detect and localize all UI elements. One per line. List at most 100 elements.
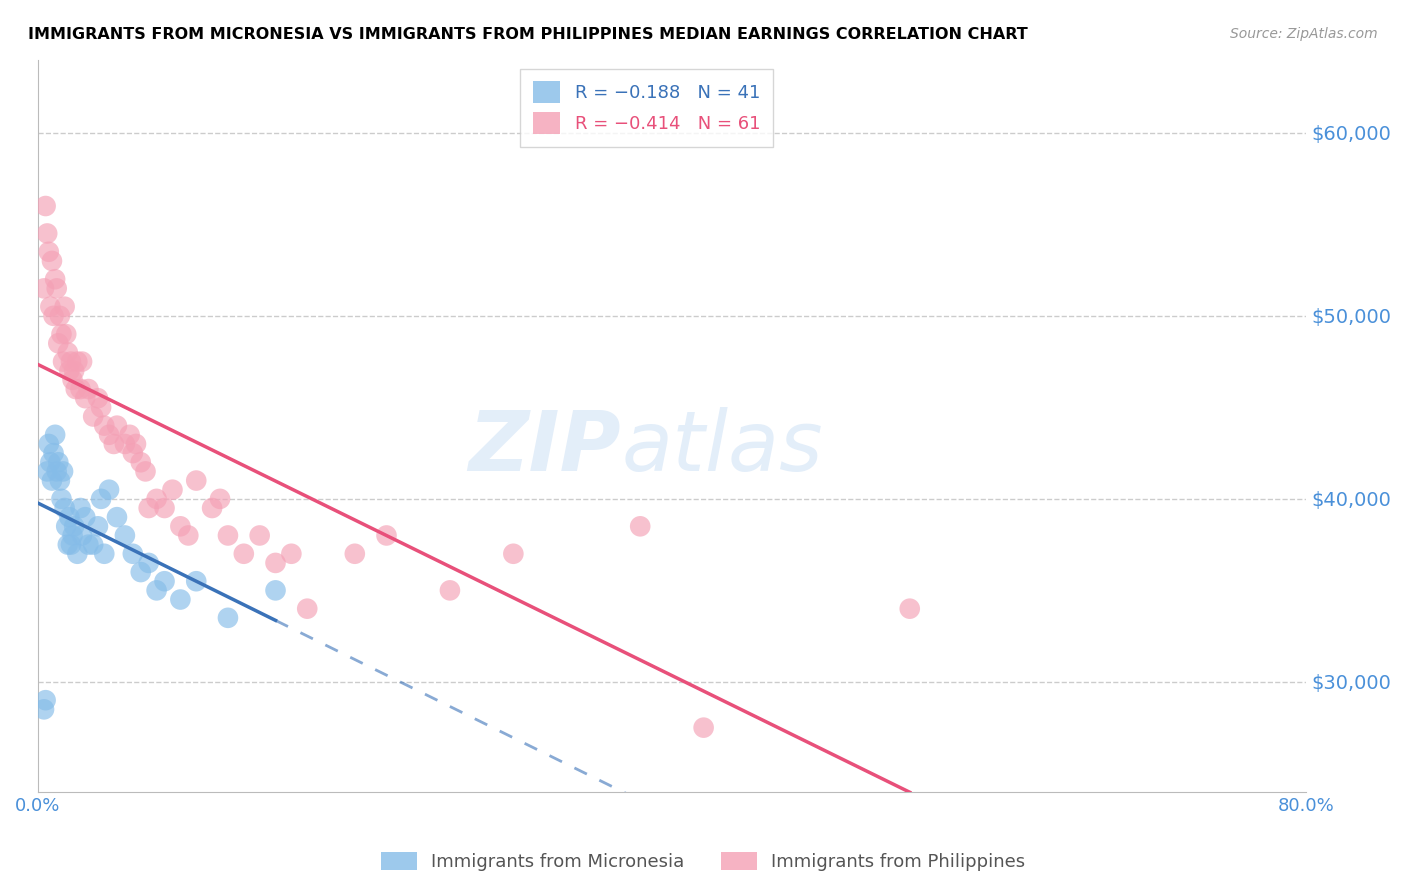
Point xyxy=(145,491,167,506)
Point xyxy=(58,364,80,378)
Point xyxy=(62,373,84,387)
Point xyxy=(75,391,97,405)
Point xyxy=(52,464,75,478)
Point xyxy=(169,592,191,607)
Point xyxy=(37,464,59,478)
Point xyxy=(343,547,366,561)
Point xyxy=(69,382,91,396)
Point xyxy=(56,538,79,552)
Point xyxy=(69,501,91,516)
Point xyxy=(45,281,67,295)
Point xyxy=(41,474,63,488)
Point xyxy=(87,391,110,405)
Point xyxy=(75,510,97,524)
Point xyxy=(32,281,55,295)
Point xyxy=(121,547,143,561)
Legend: Immigrants from Micronesia, Immigrants from Philippines: Immigrants from Micronesia, Immigrants f… xyxy=(374,845,1032,879)
Point xyxy=(129,455,152,469)
Point xyxy=(118,427,141,442)
Point xyxy=(56,345,79,359)
Point xyxy=(186,474,208,488)
Point xyxy=(44,272,66,286)
Point xyxy=(208,491,231,506)
Point xyxy=(280,547,302,561)
Point xyxy=(52,354,75,368)
Point xyxy=(42,309,65,323)
Point xyxy=(125,437,148,451)
Point xyxy=(90,401,112,415)
Legend: R = −0.188   N = 41, R = −0.414   N = 61: R = −0.188 N = 41, R = −0.414 N = 61 xyxy=(520,69,773,147)
Point xyxy=(70,528,93,542)
Point xyxy=(66,354,89,368)
Point xyxy=(53,300,76,314)
Point xyxy=(502,547,524,561)
Text: Source: ZipAtlas.com: Source: ZipAtlas.com xyxy=(1230,27,1378,41)
Point xyxy=(134,464,156,478)
Point xyxy=(232,547,254,561)
Point xyxy=(121,446,143,460)
Point xyxy=(87,519,110,533)
Point xyxy=(93,418,115,433)
Point xyxy=(439,583,461,598)
Point xyxy=(38,437,60,451)
Point xyxy=(217,528,239,542)
Point xyxy=(39,300,62,314)
Point xyxy=(59,354,82,368)
Text: atlas: atlas xyxy=(621,407,823,488)
Point xyxy=(49,474,72,488)
Point xyxy=(65,382,87,396)
Point xyxy=(44,427,66,442)
Point xyxy=(37,227,59,241)
Point xyxy=(51,327,73,342)
Point xyxy=(169,519,191,533)
Point xyxy=(103,437,125,451)
Point xyxy=(264,556,287,570)
Point xyxy=(46,455,69,469)
Point xyxy=(58,510,80,524)
Point xyxy=(77,538,100,552)
Point xyxy=(145,583,167,598)
Point xyxy=(42,446,65,460)
Point xyxy=(82,538,104,552)
Point xyxy=(41,254,63,268)
Point xyxy=(186,574,208,589)
Text: IMMIGRANTS FROM MICRONESIA VS IMMIGRANTS FROM PHILIPPINES MEDIAN EARNINGS CORREL: IMMIGRANTS FROM MICRONESIA VS IMMIGRANTS… xyxy=(28,27,1028,42)
Point xyxy=(59,538,82,552)
Point xyxy=(264,583,287,598)
Point xyxy=(38,244,60,259)
Point xyxy=(51,491,73,506)
Point xyxy=(138,501,160,516)
Point xyxy=(34,199,56,213)
Point xyxy=(153,574,176,589)
Point xyxy=(249,528,271,542)
Point xyxy=(62,528,84,542)
Point xyxy=(32,702,55,716)
Point xyxy=(114,528,136,542)
Point xyxy=(114,437,136,451)
Point xyxy=(34,693,56,707)
Point xyxy=(138,556,160,570)
Point xyxy=(297,601,319,615)
Point xyxy=(153,501,176,516)
Point xyxy=(46,336,69,351)
Point xyxy=(162,483,184,497)
Point xyxy=(39,455,62,469)
Point xyxy=(63,519,86,533)
Point xyxy=(55,327,77,342)
Point xyxy=(898,601,921,615)
Point xyxy=(45,464,67,478)
Point xyxy=(375,528,398,542)
Point xyxy=(70,354,93,368)
Point xyxy=(63,364,86,378)
Point xyxy=(105,418,128,433)
Point xyxy=(77,382,100,396)
Point xyxy=(53,501,76,516)
Point xyxy=(82,409,104,424)
Point xyxy=(93,547,115,561)
Text: ZIP: ZIP xyxy=(468,407,621,488)
Point xyxy=(90,491,112,506)
Point xyxy=(66,547,89,561)
Point xyxy=(98,427,121,442)
Point xyxy=(201,501,224,516)
Point xyxy=(217,611,239,625)
